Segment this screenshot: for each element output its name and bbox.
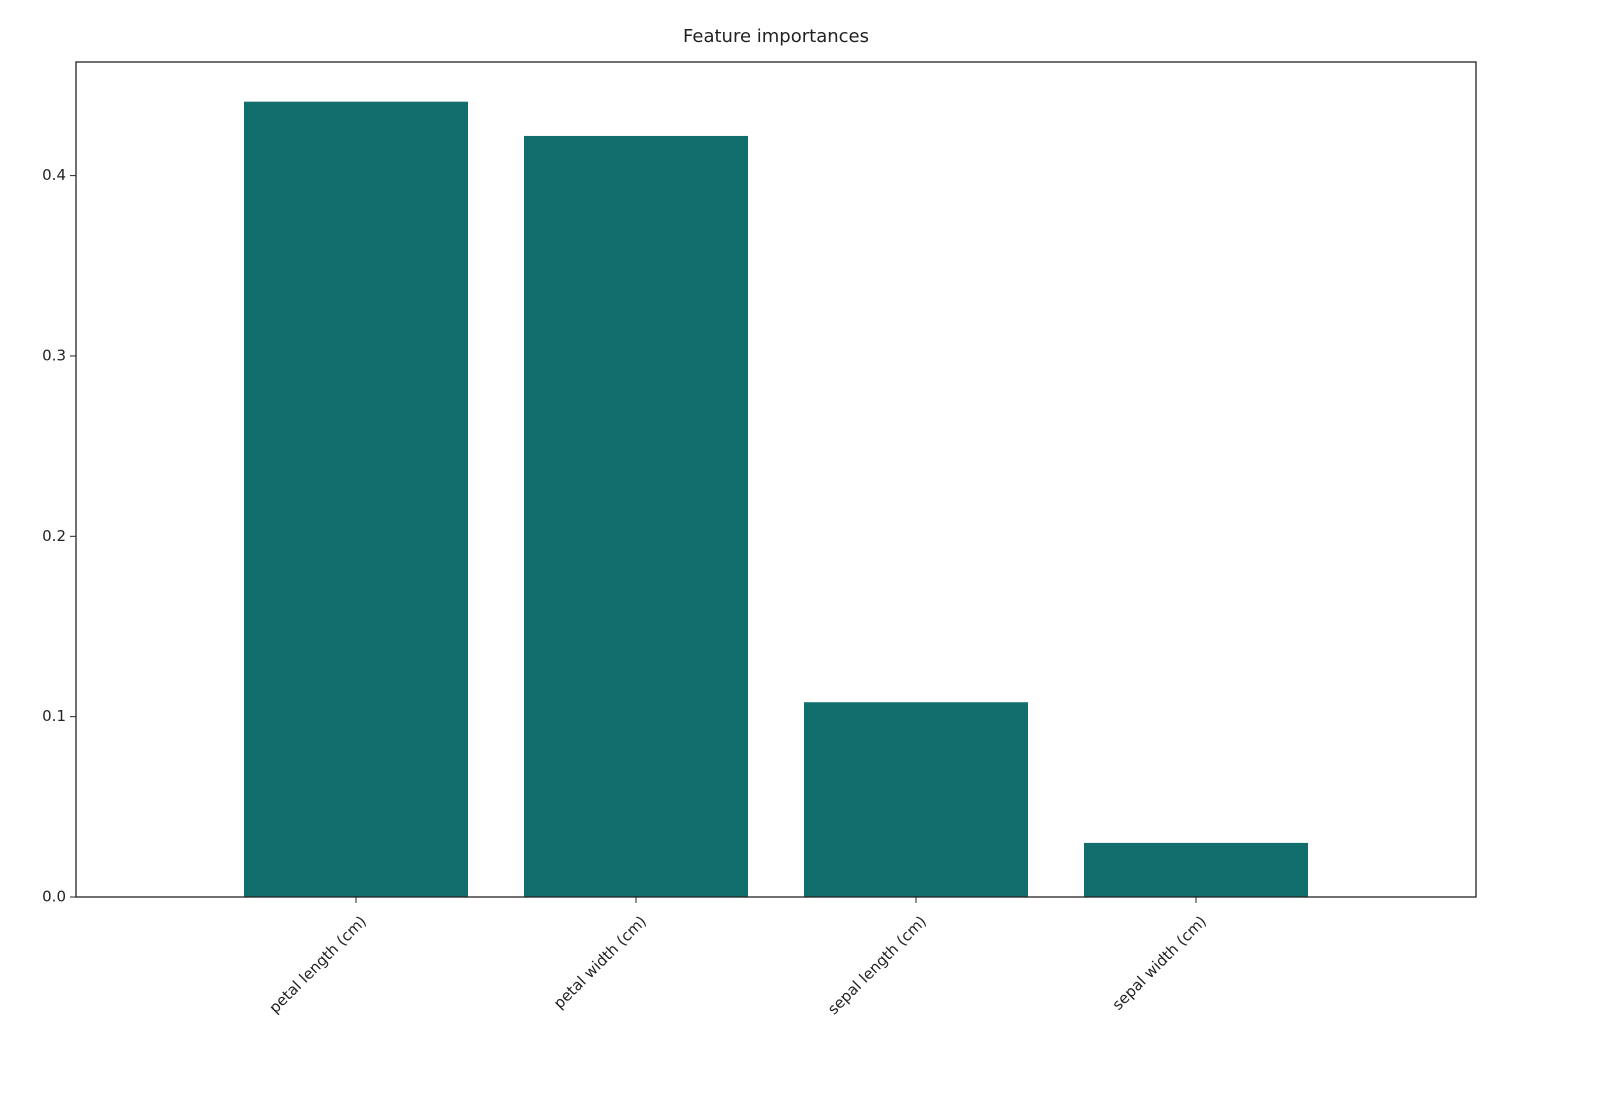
x-tick-label: petal length (cm) bbox=[265, 912, 370, 1017]
bar bbox=[244, 101, 468, 897]
y-tick-label: 0.2 bbox=[42, 527, 66, 545]
y-tick-label: 0.3 bbox=[42, 346, 66, 364]
x-tick-label: sepal length (cm) bbox=[824, 912, 930, 1018]
bar bbox=[804, 702, 1028, 897]
y-tick-label: 0.4 bbox=[42, 166, 66, 184]
bar bbox=[1084, 842, 1308, 897]
bar bbox=[524, 135, 748, 898]
plot-frame bbox=[75, 61, 1477, 898]
x-tick-label: petal width (cm) bbox=[550, 912, 650, 1012]
y-tick-label: 0.1 bbox=[42, 707, 66, 725]
chart-title: Feature importances bbox=[683, 26, 869, 47]
y-tick-label: 0.0 bbox=[42, 888, 66, 906]
x-tick-label: sepal width (cm) bbox=[1109, 912, 1210, 1013]
